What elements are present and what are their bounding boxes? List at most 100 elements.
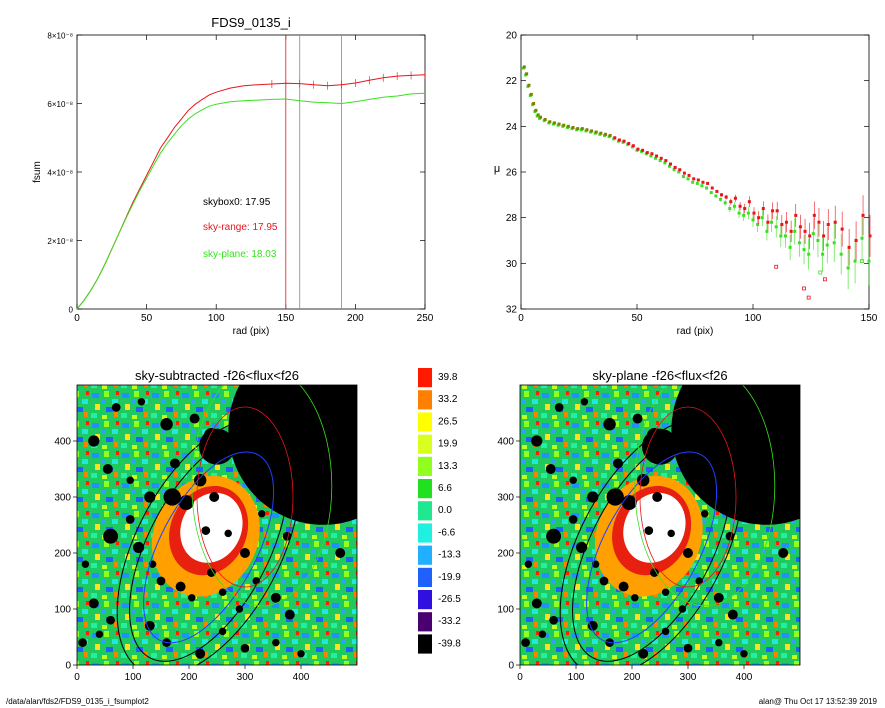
- data-point: [729, 200, 733, 204]
- data-point: [816, 239, 820, 242]
- data-point: [840, 227, 844, 231]
- data-point: [672, 168, 676, 172]
- data-point: [756, 223, 760, 227]
- y-tick-label: 200: [497, 549, 514, 560]
- y-tick-label: 22: [506, 76, 518, 87]
- mask-blob: [740, 650, 748, 658]
- y-tick-label: 300: [497, 493, 514, 504]
- sky-plane-map-panel: 0 100 200 300 400 0 100 200 300 400 sky-plane -f26…: [497, 368, 801, 683]
- colorbar-swatch: [418, 567, 432, 587]
- footer-stamp: alan@ Thu Oct 17 13:52:39 2019: [758, 697, 877, 706]
- series-line: [76, 74, 426, 310]
- data-point: [742, 213, 746, 217]
- data-point: [681, 175, 685, 179]
- data-point: [571, 125, 575, 129]
- data-point: [715, 189, 719, 193]
- y-tick-label: 24: [506, 122, 518, 133]
- mask-blob: [652, 492, 663, 502]
- data-point: [752, 211, 756, 215]
- data-point: [658, 159, 662, 163]
- y-tick-label: 20: [506, 31, 518, 42]
- colorbar-swatch: [418, 390, 432, 410]
- mask-blob: [637, 474, 650, 487]
- mask-blob: [667, 529, 675, 538]
- mask-blob: [661, 627, 670, 636]
- y-tick-label: 300: [54, 493, 71, 504]
- mask-blob: [188, 594, 196, 602]
- data-point: [747, 200, 751, 204]
- data-point: [797, 241, 801, 245]
- mask-blob: [618, 581, 629, 592]
- mask-blob: [606, 488, 624, 506]
- mask-blob: [81, 560, 90, 568]
- data-point: [608, 133, 612, 137]
- data-point: [599, 131, 603, 135]
- y-tick-label: 8×10⁻⁸: [47, 32, 73, 41]
- data-point: [821, 252, 825, 256]
- data-point: [627, 141, 631, 145]
- colorbar-swatch: [418, 501, 432, 521]
- mask-blob: [207, 568, 216, 577]
- data-point: [673, 165, 677, 169]
- mask-blob: [715, 638, 723, 647]
- data-point: [788, 245, 792, 249]
- colorbar-swatch: [418, 612, 432, 632]
- y-tick-label: 0: [69, 306, 74, 315]
- colorbar-swatch: [418, 368, 432, 388]
- y-tick-label: 200: [54, 549, 71, 560]
- outlier-point: [802, 286, 806, 291]
- data-point: [585, 128, 589, 132]
- mask-blob: [240, 548, 250, 558]
- data-point: [696, 178, 700, 182]
- data-point: [522, 65, 526, 69]
- data-point: [761, 207, 765, 211]
- mask-blob: [95, 630, 104, 638]
- data-point: [557, 122, 561, 126]
- plot-frame: [76, 34, 426, 310]
- footer-path: /data/alan/fds2/FDS9_0135_i_fsumplot2: [6, 697, 149, 706]
- mask-blob: [218, 588, 227, 596]
- y-tick-label: 400: [54, 437, 71, 448]
- data-point: [743, 207, 747, 211]
- mask-blob: [284, 609, 295, 620]
- masked-star: [228, 385, 357, 525]
- map-frame: [76, 384, 358, 666]
- mask-blob: [111, 403, 121, 412]
- data-point: [812, 213, 816, 217]
- data-point: [617, 138, 621, 142]
- aperture-ellipse: [559, 418, 744, 665]
- mask-blob: [297, 650, 305, 658]
- data-point: [757, 216, 761, 220]
- data-point: [536, 113, 540, 117]
- mask-blob: [521, 638, 530, 647]
- x-tick-label: 0: [518, 313, 524, 324]
- x-axis-label: rad (pix): [677, 326, 714, 337]
- data-point: [527, 83, 531, 87]
- mask-blob: [103, 528, 119, 544]
- x-tick-label: 150: [861, 313, 878, 324]
- y-tick-label: 2×10⁻⁸: [47, 237, 73, 246]
- data-point: [686, 177, 690, 181]
- mask-blob: [209, 492, 220, 502]
- data-point: [868, 234, 872, 238]
- y-tick-label: 400: [497, 437, 514, 448]
- data-point: [794, 213, 798, 217]
- data-point: [543, 117, 547, 121]
- mask-blob: [661, 588, 670, 596]
- colorbar-swatch: [418, 412, 432, 432]
- data-point: [779, 234, 783, 238]
- mask-blob: [531, 598, 542, 609]
- outlier-point: [774, 264, 779, 269]
- data-point: [709, 191, 713, 195]
- mask-blob: [568, 515, 578, 524]
- data-point: [678, 168, 682, 172]
- mask-blob: [144, 620, 155, 631]
- mask-blob: [178, 495, 194, 511]
- y-tick-label: 30: [506, 259, 518, 270]
- mask-blob: [156, 576, 166, 586]
- data-point: [784, 220, 788, 224]
- data-point: [649, 154, 653, 158]
- mask-blob: [272, 638, 280, 647]
- data-point: [732, 204, 736, 208]
- data-point: [720, 193, 724, 197]
